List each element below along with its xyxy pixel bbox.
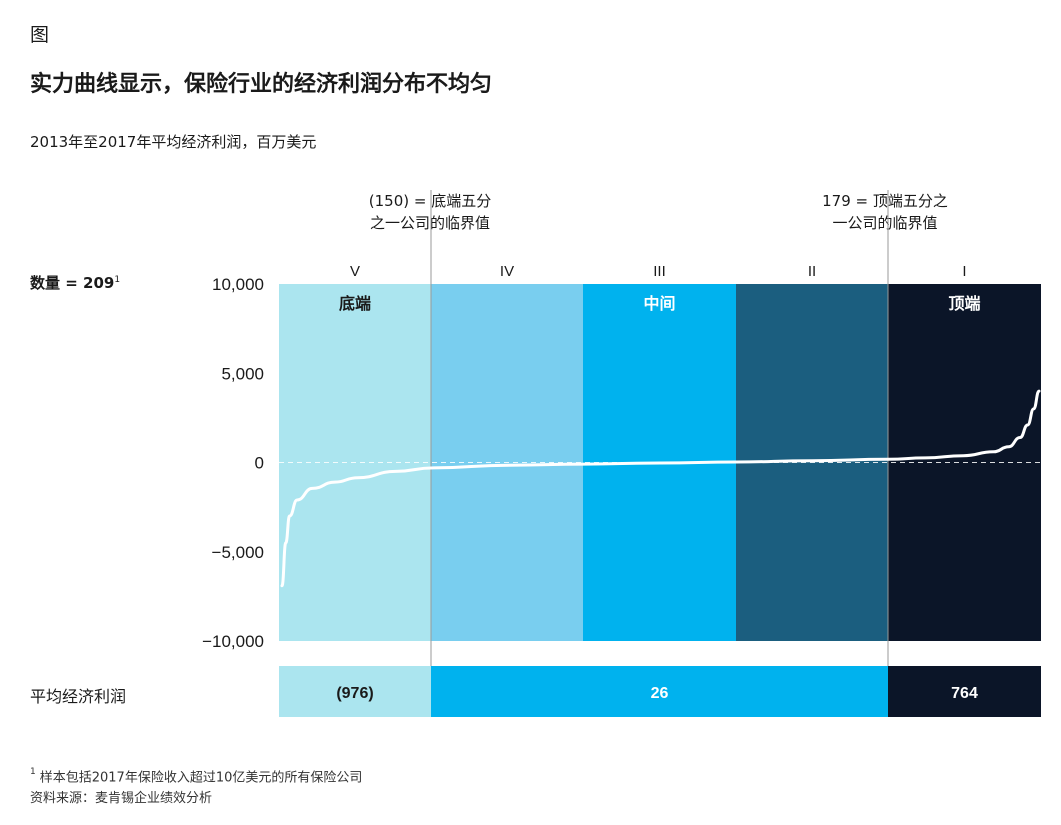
quintile-numeral-ii: II bbox=[808, 263, 816, 280]
figure-label: 图 bbox=[30, 24, 50, 46]
quintile-numeral-iii: III bbox=[653, 263, 666, 280]
average-value: 764 bbox=[951, 685, 978, 702]
footnote-line1-mark: 1 bbox=[30, 767, 36, 777]
average-cell bbox=[279, 666, 431, 717]
chart-title: 实力曲线显示，保险行业的经济利润分布不均匀 bbox=[30, 71, 493, 97]
chart-subtitle: 2013年至2017年平均经济利润，百万美元 bbox=[30, 133, 317, 151]
quintile-numeral-i: I bbox=[962, 263, 966, 280]
footnote: 1 样本包括2017年保险收入超过10亿美元的所有保险公司 资料来源：麦肯锡企业绩… bbox=[30, 764, 362, 809]
footnote-line1-text: 样本包括2017年保险收入超过10亿美元的所有保险公司 bbox=[39, 770, 363, 786]
bottom-threshold-line1: (150) = 底端五分 bbox=[368, 192, 492, 210]
average-cell bbox=[888, 666, 1041, 717]
quintile-name-iii: 中间 bbox=[643, 294, 675, 313]
y-tick-label: 10,000 bbox=[212, 275, 264, 294]
y-tick-label: −5,000 bbox=[212, 543, 264, 562]
average-profit-label: 平均经济利润 bbox=[30, 687, 127, 706]
average-cell bbox=[431, 666, 888, 717]
y-tick-label: 0 bbox=[255, 454, 264, 473]
sample-count: 数量 = 2091 bbox=[30, 272, 120, 293]
quintile-name-i: 顶端 bbox=[948, 294, 980, 313]
y-tick-label: −10,000 bbox=[202, 632, 264, 651]
quintile-name-v: 底端 bbox=[339, 294, 371, 313]
average-value: 26 bbox=[651, 685, 669, 702]
quintile-numeral-iv: IV bbox=[500, 263, 514, 280]
top-threshold-line2: 一公司的临界值 bbox=[832, 214, 938, 232]
bottom-threshold-line2: 之一公司的临界值 bbox=[369, 214, 490, 232]
top-threshold-line1: 179 = 顶端五分之 bbox=[822, 192, 948, 210]
sample-count-text: 数量 = 209 bbox=[30, 274, 115, 292]
footnote-line1: 1 样本包括2017年保险收入超过10亿美元的所有保险公司 bbox=[30, 764, 362, 788]
quintile-numeral-v: V bbox=[350, 263, 360, 280]
power-curve-line bbox=[280, 389, 1041, 588]
footnote-line2: 资料来源：麦肯锡企业绩效分析 bbox=[30, 791, 213, 807]
y-tick-label: 5,000 bbox=[221, 364, 264, 383]
bottom-threshold-callout: (150) = 底端五分 之一公司的临界值 bbox=[340, 190, 520, 234]
top-threshold-callout: 179 = 顶端五分之 一公司的临界值 bbox=[805, 190, 965, 234]
average-value: (976) bbox=[336, 685, 373, 702]
footnote-marker: 1 bbox=[114, 275, 121, 285]
